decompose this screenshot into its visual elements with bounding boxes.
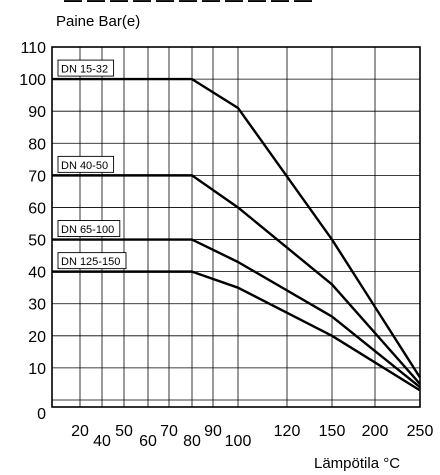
series-lines	[52, 77, 422, 392]
y-tick-label: 60	[28, 200, 46, 217]
x-tick-label: 250	[407, 423, 434, 440]
x-tick-label: 40	[93, 433, 111, 450]
series-label-text: DN 40-50	[61, 160, 108, 172]
x-tick-label: 100	[225, 433, 252, 450]
series-label-text: DN 15-32	[61, 64, 108, 76]
x-tick-label: 20	[71, 423, 89, 440]
series-line	[52, 270, 421, 392]
y-tick-label: 20	[28, 329, 46, 346]
y-tick-label: 110	[20, 40, 46, 57]
cropped-heading-fragment: — — — — — — — — — — —	[64, 0, 312, 10]
series-label-text: DN 65-100	[61, 224, 114, 236]
x-tick-label: 120	[274, 423, 301, 440]
series-label-box	[57, 155, 115, 173]
series-label: DN 40-50	[57, 155, 115, 173]
x-tick-label: 80	[183, 433, 201, 450]
x-tick-label: 200	[362, 423, 389, 440]
series-label-text: DN 125-150	[61, 256, 120, 268]
y-tick-label: 80	[28, 136, 46, 153]
series-label: DN 125-150	[57, 252, 127, 270]
y-tick-label: 100	[19, 72, 46, 89]
y-tick-label: 0	[37, 406, 46, 423]
x-tick-label: 70	[160, 423, 178, 440]
x-tick-label: 90	[204, 423, 222, 440]
x-tick-label: 150	[319, 423, 346, 440]
plot-frame	[51, 46, 421, 408]
series-line	[52, 238, 421, 389]
y-axis-tick-labels: 0 10 20 30 40 50 60 70 80 90 100 110	[19, 40, 46, 423]
y-tick-label: 90	[28, 104, 46, 121]
y-tick-label: 50	[28, 233, 46, 250]
x-axis-title: Lämpötila °C	[314, 455, 400, 472]
x-tick-label: 60	[139, 433, 157, 450]
y-tick-label: 40	[28, 265, 46, 282]
series-line	[52, 174, 421, 385]
series-label: DN 15-32	[57, 59, 115, 77]
y-tick-label: 10	[28, 361, 46, 378]
x-tick-label: 50	[115, 423, 133, 440]
series-labels: DN 15-32 DN 40-50 DN 65-100 DN 125-150	[57, 59, 127, 270]
series-label-box	[57, 59, 115, 77]
y-axis-title: Paine Bar(e)	[56, 13, 140, 30]
series-label-box	[57, 220, 121, 237]
y-tick-label: 30	[28, 297, 46, 314]
series-label-box	[57, 252, 127, 270]
series-line	[52, 77, 422, 379]
series-label: DN 65-100	[57, 220, 121, 237]
y-tick-label: 70	[28, 168, 46, 185]
